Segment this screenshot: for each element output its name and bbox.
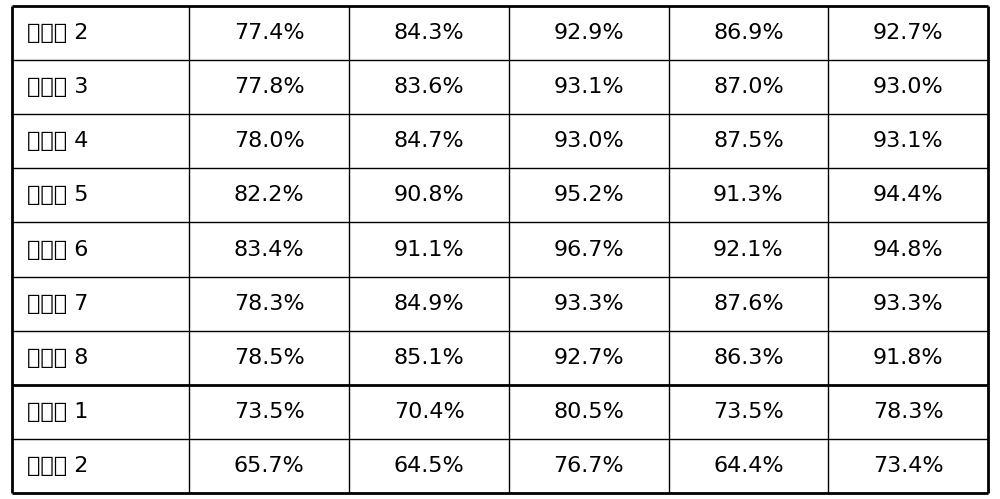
Text: 85.1%: 85.1%	[394, 348, 464, 368]
Text: 87.5%: 87.5%	[713, 131, 784, 151]
Text: 73.4%: 73.4%	[873, 456, 943, 476]
Text: 78.3%: 78.3%	[873, 402, 943, 422]
Text: 比较例 2: 比较例 2	[27, 456, 88, 476]
Text: 64.4%: 64.4%	[713, 456, 784, 476]
Text: 94.4%: 94.4%	[873, 186, 943, 206]
Text: 实施例 7: 实施例 7	[27, 293, 88, 313]
Text: 91.3%: 91.3%	[713, 186, 784, 206]
Text: 70.4%: 70.4%	[394, 402, 464, 422]
Text: 95.2%: 95.2%	[553, 186, 624, 206]
Text: 86.3%: 86.3%	[713, 348, 784, 368]
Text: 96.7%: 96.7%	[553, 240, 624, 259]
Text: 实施例 2: 实施例 2	[27, 23, 88, 43]
Text: 比较例 1: 比较例 1	[27, 402, 88, 422]
Text: 实施例 3: 实施例 3	[27, 77, 88, 97]
Text: 93.0%: 93.0%	[873, 77, 944, 97]
Text: 84.7%: 84.7%	[394, 131, 464, 151]
Text: 91.1%: 91.1%	[394, 240, 464, 259]
Text: 84.3%: 84.3%	[394, 23, 464, 43]
Text: 91.8%: 91.8%	[873, 348, 943, 368]
Text: 93.1%: 93.1%	[873, 131, 943, 151]
Text: 实施例 5: 实施例 5	[27, 186, 88, 206]
Text: 80.5%: 80.5%	[553, 402, 624, 422]
Text: 65.7%: 65.7%	[234, 456, 305, 476]
Text: 94.8%: 94.8%	[873, 240, 943, 259]
Text: 64.5%: 64.5%	[394, 456, 464, 476]
Text: 93.1%: 93.1%	[553, 77, 624, 97]
Text: 90.8%: 90.8%	[394, 186, 464, 206]
Text: 78.0%: 78.0%	[234, 131, 305, 151]
Text: 92.7%: 92.7%	[553, 348, 624, 368]
Text: 82.2%: 82.2%	[234, 186, 305, 206]
Text: 93.3%: 93.3%	[553, 293, 624, 313]
Text: 77.4%: 77.4%	[234, 23, 305, 43]
Text: 实施例 6: 实施例 6	[27, 240, 88, 259]
Text: 93.0%: 93.0%	[553, 131, 624, 151]
Text: 78.3%: 78.3%	[234, 293, 305, 313]
Text: 实施例 8: 实施例 8	[27, 348, 88, 368]
Text: 83.4%: 83.4%	[234, 240, 305, 259]
Text: 92.7%: 92.7%	[873, 23, 943, 43]
Text: 77.8%: 77.8%	[234, 77, 305, 97]
Text: 73.5%: 73.5%	[234, 402, 305, 422]
Text: 92.9%: 92.9%	[553, 23, 624, 43]
Text: 83.6%: 83.6%	[394, 77, 464, 97]
Text: 实施例 4: 实施例 4	[27, 131, 88, 151]
Text: 92.1%: 92.1%	[713, 240, 784, 259]
Text: 93.3%: 93.3%	[873, 293, 943, 313]
Text: 76.7%: 76.7%	[553, 456, 624, 476]
Text: 73.5%: 73.5%	[713, 402, 784, 422]
Text: 87.6%: 87.6%	[713, 293, 784, 313]
Text: 78.5%: 78.5%	[234, 348, 305, 368]
Text: 86.9%: 86.9%	[713, 23, 784, 43]
Text: 87.0%: 87.0%	[713, 77, 784, 97]
Text: 84.9%: 84.9%	[394, 293, 464, 313]
